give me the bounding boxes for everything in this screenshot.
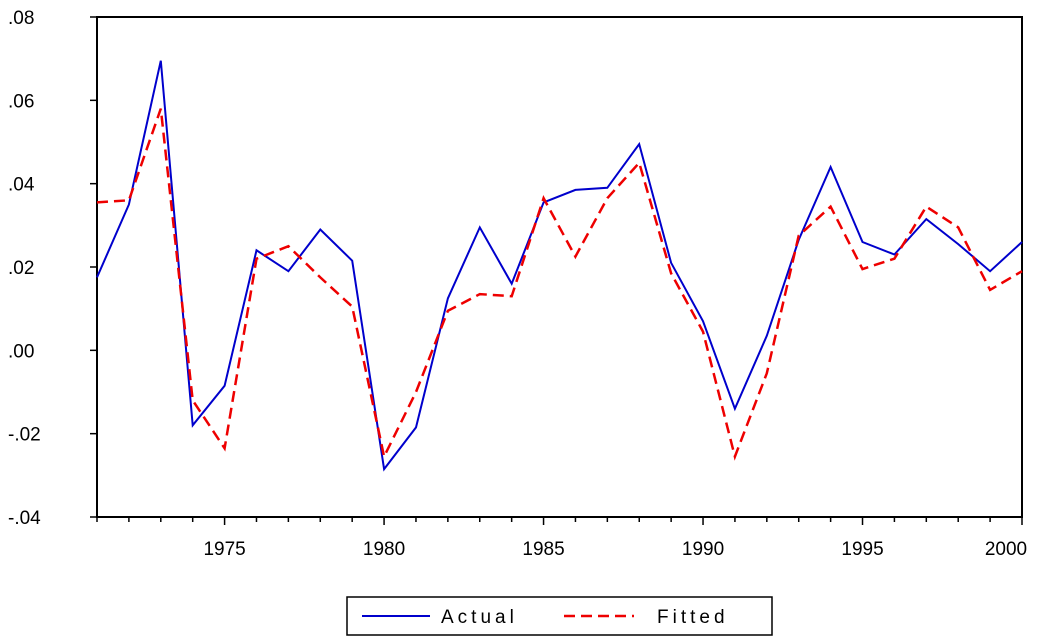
plot-area [96,16,1023,518]
y-tick-label: .06 [8,91,34,112]
plot-frame [96,16,1023,518]
x-tick-label: 1980 [363,539,405,560]
series-line-fitted [96,108,1023,461]
x-tick-label: 1995 [841,539,883,560]
y-axis: -.04 -.02 .00 .02 .04 .06 .08 [8,8,97,529]
legend-label-fitted: Fitted [657,607,729,628]
legend-label-actual: Actual [441,607,518,628]
x-axis: 1975 1980 1985 1990 1995 2000 [96,517,1027,560]
series-line-actual [96,60,1023,472]
y-tick-label: -.02 [8,425,41,446]
y-tick-label: .08 [8,8,34,29]
x-tick-label: 2000 [985,539,1027,560]
x-tick-label: 1990 [682,539,724,560]
x-tick-label: 1985 [522,539,564,560]
y-tick-label: .02 [8,258,34,279]
x-tick-label: 1975 [203,539,245,560]
y-tick-label: .04 [8,175,35,196]
legend: Actual Fitted [346,596,773,636]
y-tick-label: .00 [8,341,34,362]
y-tick-label: -.04 [8,508,41,529]
series-layer [96,60,1023,472]
